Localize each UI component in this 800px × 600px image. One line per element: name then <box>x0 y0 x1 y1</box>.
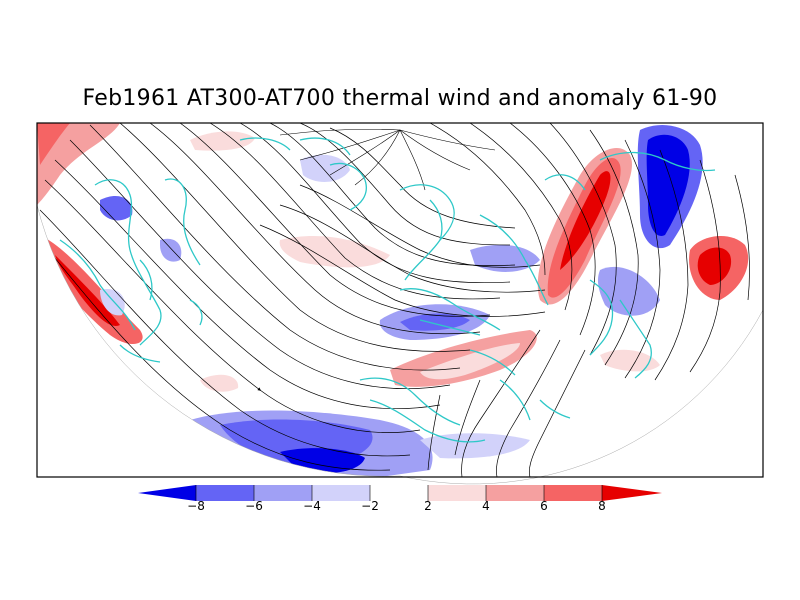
colorbar-box-2 <box>254 485 312 501</box>
colorbar-label: −8 <box>187 499 205 513</box>
colorbar-label: 2 <box>424 499 432 513</box>
colorbar-box-3 <box>312 485 370 501</box>
colorbar-box-1 <box>196 485 254 501</box>
anomaly-positive-arctic <box>37 123 120 205</box>
colorbar-label: 4 <box>482 499 490 513</box>
colorbar-box-7 <box>544 485 602 501</box>
colorbar-box-4 <box>370 485 428 501</box>
map-frame <box>36 122 764 478</box>
colorbar-label: −2 <box>361 499 379 513</box>
coastlines <box>59 137 716 443</box>
anomaly-positive-pacific-west <box>40 235 143 345</box>
colorbar-arrow-right <box>602 485 662 501</box>
colorbar-box-5 <box>428 485 486 501</box>
colorbar-arrow-left <box>138 485 196 501</box>
colorbar-label: −6 <box>245 499 263 513</box>
map-title: Feb1961 AT300-AT700 thermal wind and ano… <box>82 86 718 111</box>
colorbar-label: 6 <box>540 499 548 513</box>
colorbar-box-6 <box>486 485 544 501</box>
colorbar-label: −4 <box>303 499 321 513</box>
projection-boundary <box>36 204 764 485</box>
colorbar <box>138 485 662 501</box>
colorbar-label: 8 <box>598 499 606 513</box>
anomaly-shading <box>37 123 749 477</box>
